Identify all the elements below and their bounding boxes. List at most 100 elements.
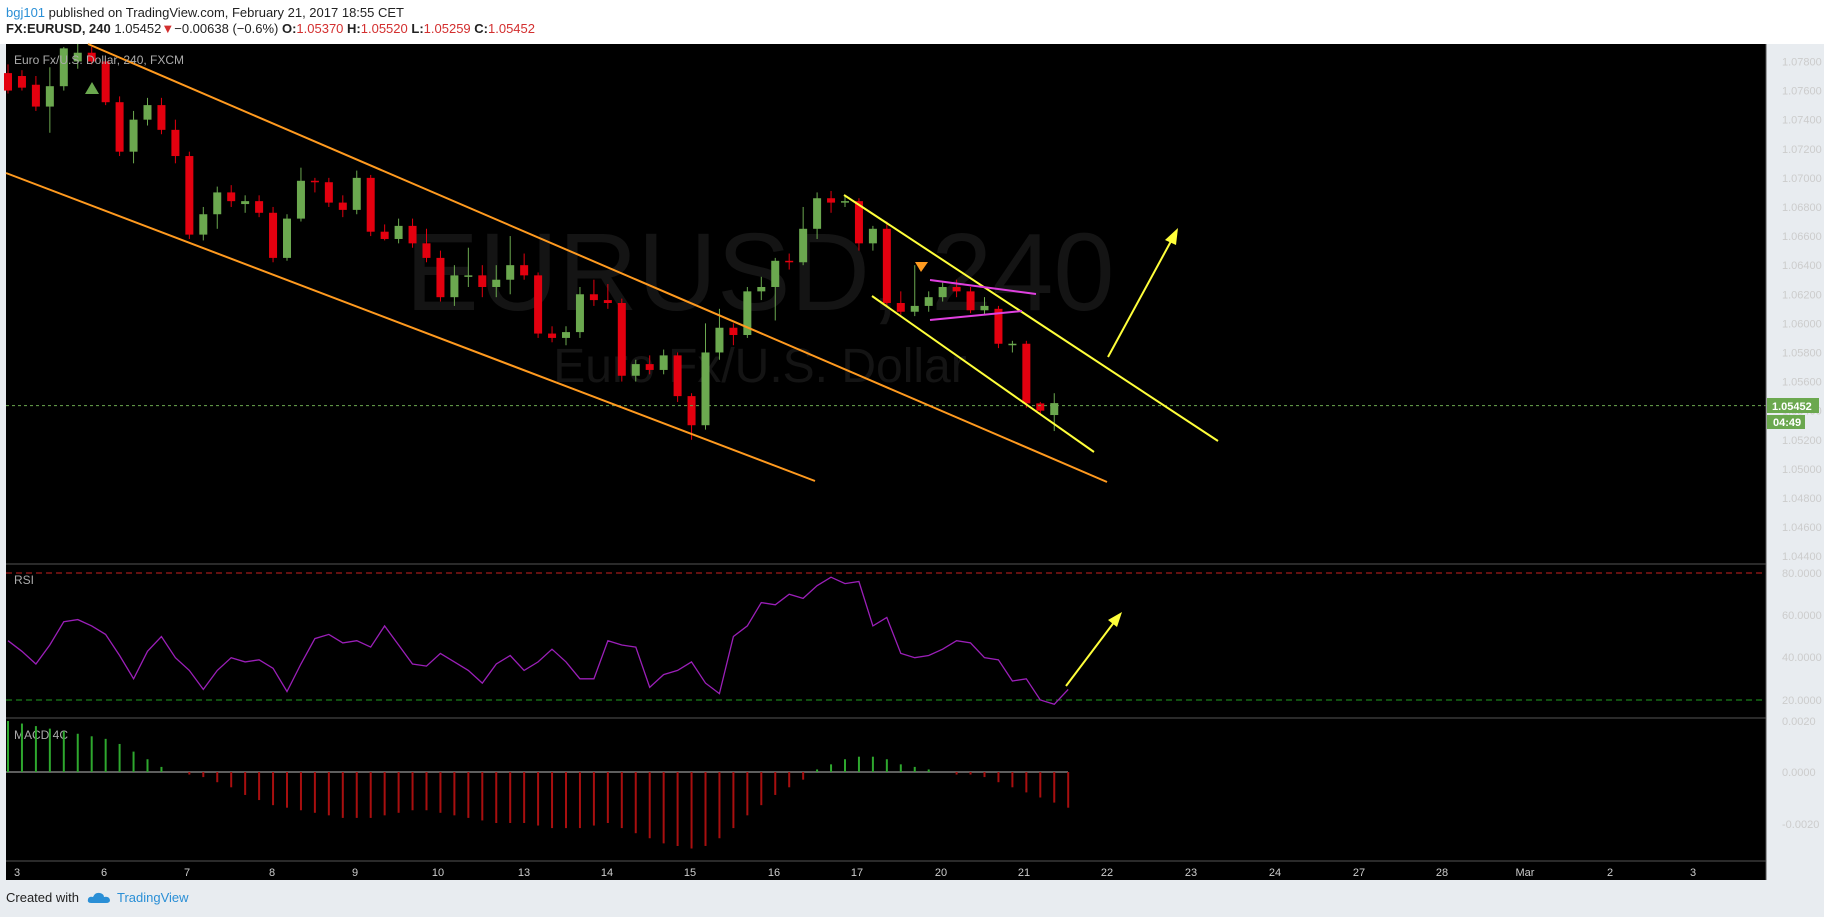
candle-body — [603, 300, 612, 303]
candle-body — [408, 225, 417, 244]
candle-body — [534, 275, 543, 334]
candle-body — [1050, 403, 1059, 416]
candle-body — [854, 201, 863, 244]
candle-body — [269, 212, 278, 258]
candle-body — [799, 228, 808, 263]
footer: Created with TradingView — [6, 890, 189, 905]
candle-body — [631, 364, 640, 376]
candle-body — [310, 180, 319, 183]
candle-body — [896, 303, 905, 312]
macd-axis: 0.0020 0.0000 -0.0020 — [1782, 716, 1819, 831]
time-axis-label: 24 — [1269, 867, 1281, 879]
time-axis-label: 7 — [184, 867, 190, 879]
time-axis-label: 10 — [432, 867, 444, 879]
candle-body — [813, 198, 822, 229]
watermark-name: Euro Fx/U.S. Dollar — [553, 340, 966, 393]
candle-body — [157, 105, 166, 130]
candle-body — [868, 228, 877, 244]
candle-body — [73, 52, 82, 62]
candle-body — [952, 286, 961, 292]
rsi-axis-label: 60.0000 — [1782, 610, 1822, 622]
macd-axis-label: 0.0000 — [1782, 767, 1816, 779]
time-axis-label: 28 — [1436, 867, 1448, 879]
wedge-upper-line[interactable] — [843, 194, 1219, 442]
channel-lower-line[interactable] — [5, 172, 816, 482]
macd-axis-label: -0.0020 — [1782, 819, 1819, 831]
candle-body — [617, 303, 626, 376]
rsi-arrowhead-icon — [1108, 612, 1122, 627]
open-label: O: — [281, 21, 297, 36]
change-arrow-icon: ▼ — [161, 21, 175, 36]
candle-body — [31, 84, 40, 107]
candle-body — [548, 333, 557, 338]
candle-body — [701, 352, 710, 426]
channel-upper-line[interactable] — [87, 43, 1108, 483]
trend-drawings — [5, 43, 1219, 483]
pennant-upper-line[interactable] — [929, 279, 1037, 295]
time-axis-label: 2 — [1607, 867, 1613, 879]
candle-body — [924, 297, 933, 306]
candle-body — [771, 260, 780, 287]
candle-body — [241, 201, 250, 205]
chart-header: bgj101 published on TradingView.com, Feb… — [0, 0, 1824, 44]
candle-body — [213, 192, 222, 215]
price-axis-label: 1.07400 — [1782, 115, 1822, 127]
price-axis-label: 1.05600 — [1782, 377, 1822, 389]
candle-body — [115, 102, 124, 152]
candle-body — [1036, 403, 1045, 411]
price-axis-label: 1.06200 — [1782, 289, 1822, 301]
wedge-lower-line[interactable] — [871, 295, 1095, 453]
candle-body — [1022, 343, 1031, 404]
candle-body — [366, 177, 375, 232]
candle-body — [255, 201, 264, 213]
time-axis-label: 21 — [1018, 867, 1030, 879]
rsi-line — [7, 576, 1069, 705]
tradingview-link[interactable]: TradingView — [116, 890, 189, 905]
price-axis: 1.07800 1.07600 1.07400 1.07200 1.07000 1.068… — [1782, 56, 1822, 563]
author-link[interactable]: bgj101 — [6, 5, 46, 20]
candle-body — [59, 48, 68, 87]
price-axis-label: 1.04600 — [1782, 522, 1822, 534]
time-axis-label: 16 — [768, 867, 780, 879]
close-label: C: — [474, 21, 488, 36]
time-axis-label: 20 — [935, 867, 947, 879]
price-axis-label: 1.04400 — [1782, 551, 1822, 563]
time-axis-label: 8 — [269, 867, 275, 879]
candle-body — [729, 327, 738, 336]
time-axis-label: 14 — [601, 867, 613, 879]
candle-body — [338, 202, 347, 210]
time-axis-label: 6 — [101, 867, 107, 879]
price-axis-label: 1.07200 — [1782, 144, 1822, 156]
rsi-axis-label: 80.0000 — [1782, 568, 1822, 580]
projection-arrow-main[interactable] — [1107, 231, 1177, 358]
time-axis-label: 27 — [1353, 867, 1365, 879]
created-with-text: Created with — [6, 890, 79, 905]
candle-body — [645, 364, 654, 370]
candlestick-series — [4, 44, 1059, 440]
candle-body — [101, 61, 110, 103]
macd-title: MACD 4C — [14, 728, 68, 742]
tradingview-cloud-icon — [87, 892, 110, 903]
candle-body — [4, 73, 12, 91]
candle-body — [994, 308, 1003, 344]
candle-body — [436, 257, 445, 298]
candle-body — [743, 291, 752, 336]
price-label-badge — [1767, 398, 1819, 413]
low-label: L: — [411, 21, 424, 36]
candle-body — [562, 332, 570, 338]
countdown-badge — [1767, 415, 1805, 429]
candle-body — [575, 294, 584, 333]
candle-body — [687, 396, 696, 426]
rsi-projection-arrow[interactable] — [1065, 616, 1119, 687]
time-axis-label: Mar — [1516, 867, 1535, 879]
open-value: 1.05370 — [296, 21, 344, 36]
time-axis-label: 22 — [1101, 867, 1113, 879]
candle-body — [380, 231, 389, 239]
symbol-line: FX:EURUSD, 240 1.05452▼−0.00638 (−0.6%) … — [6, 21, 535, 36]
pennant-lower-line[interactable] — [929, 310, 1023, 321]
candle-body — [296, 180, 305, 219]
symbol-label: FX:EURUSD, 240 — [6, 21, 111, 36]
candle-body — [45, 86, 54, 107]
candle-body — [171, 129, 180, 157]
